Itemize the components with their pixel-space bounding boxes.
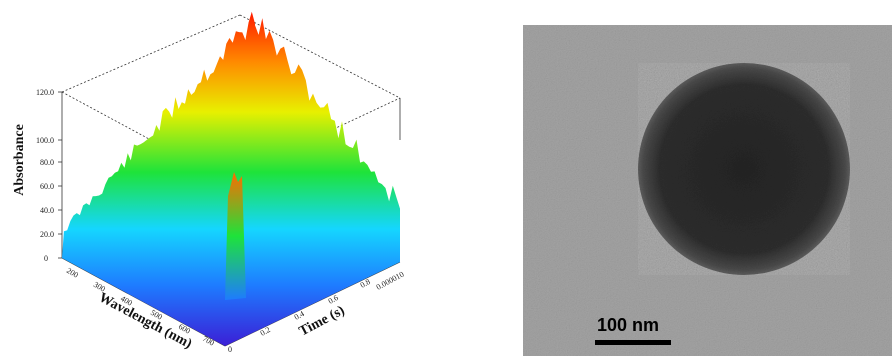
- z-axis: [58, 91, 62, 259]
- scale-bar: [595, 340, 671, 345]
- surface-mesh: [62, 11, 400, 346]
- z-tick-label: 0: [44, 254, 48, 263]
- micrograph-image: [523, 25, 892, 356]
- z-axis-title: Absorbance: [12, 124, 27, 196]
- x-tick-label: 200: [65, 266, 80, 280]
- y-tick-label: 0.2: [259, 325, 272, 338]
- y-tick-label: 0.4: [293, 309, 306, 322]
- z-tick-label: 20.0: [40, 230, 54, 239]
- z-tick-label: 80.0: [40, 158, 54, 167]
- nanoparticle: [638, 63, 850, 275]
- y-tick-label: 0.6: [327, 293, 340, 306]
- tem-micrograph: 100 nm: [523, 25, 892, 356]
- y-tick-label: 0.8: [359, 277, 372, 290]
- y-tick-label: 0: [228, 345, 232, 354]
- y-tick-label: 0.000010: [375, 270, 406, 292]
- z-tick-label: 60.0: [40, 182, 54, 191]
- y-axis-title: Time (s): [297, 303, 348, 339]
- z-tick-label: 120.0: [36, 88, 54, 97]
- z-tick-label: 40.0: [40, 206, 54, 215]
- absorbance-surface-plot: 0 20.0 40.0 60.0 80.0 100.0 120.0 Absorb…: [12, 11, 406, 354]
- scale-bar-label: 100 nm: [597, 315, 660, 335]
- z-tick-label: 100.0: [36, 136, 54, 145]
